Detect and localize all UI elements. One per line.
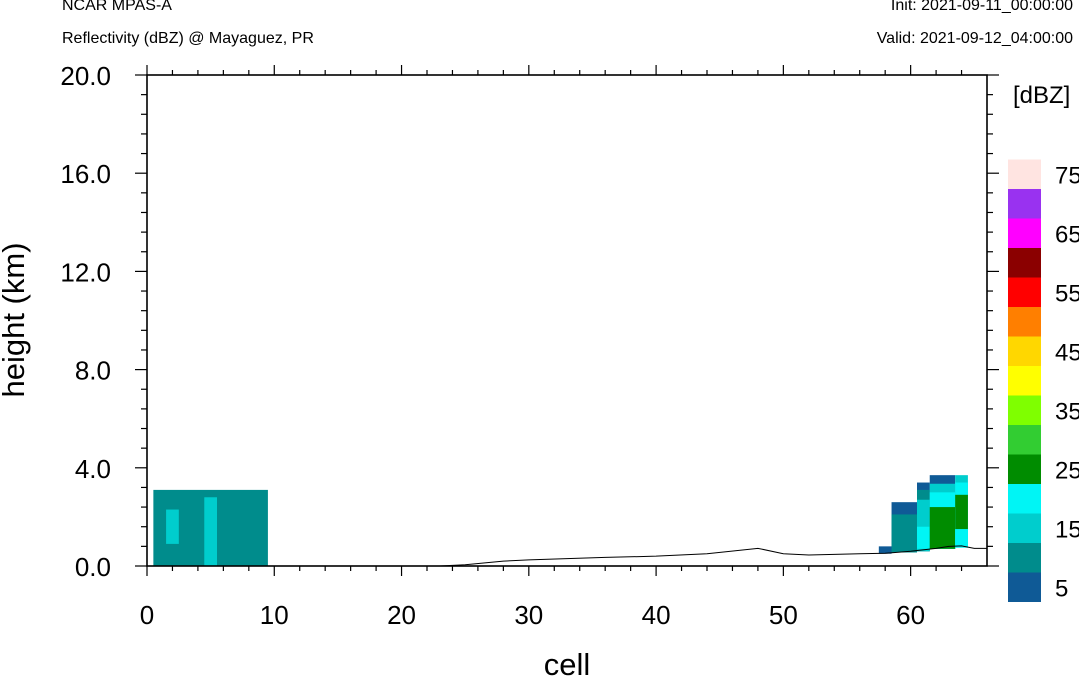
colorbar-swatch	[1008, 395, 1041, 425]
y-axis-label: height (km)	[0, 242, 31, 397]
y-tick-labels: 0.0 4.0 8.0 12.0 16.0 20.0	[60, 61, 111, 582]
colorbar-swatch	[1008, 189, 1041, 219]
x-tick-label: 40	[642, 600, 671, 630]
colorbar-label: 45	[1055, 339, 1079, 366]
colorbar-label: 55	[1055, 280, 1079, 307]
x-tick-label: 60	[896, 600, 925, 630]
valid-time: Valid: 2021-09-12_04:00:00	[876, 30, 1073, 47]
colorbar-swatch	[1008, 425, 1041, 455]
reflectivity-cell	[891, 514, 917, 553]
colorbar-label: 5	[1055, 575, 1068, 602]
y-tick-label: 20.0	[60, 61, 111, 91]
terrain-profile	[147, 545, 987, 567]
colorbar-label: 25	[1055, 457, 1079, 484]
y-tick-label: 8.0	[75, 356, 111, 386]
y-tick-label: 0.0	[75, 552, 111, 582]
plot-frame	[146, 74, 988, 567]
colorbar-label: 65	[1055, 221, 1079, 248]
x-tick-label: 10	[260, 600, 289, 630]
colorbar-swatch	[1008, 248, 1041, 278]
reflectivity-cell	[955, 494, 968, 530]
colorbar	[1008, 159, 1041, 602]
axis-ticks	[135, 65, 999, 576]
colorbar-swatch	[1008, 366, 1041, 396]
reflectivity-cell	[955, 529, 968, 548]
x-tick-label: 50	[769, 600, 798, 630]
colorbar-swatch	[1008, 513, 1041, 543]
colorbar-title: [dBZ]	[1013, 82, 1070, 109]
reflectivity-cells	[153, 475, 968, 566]
chart-subtitle: Reflectivity (dBZ) @ Mayaguez, PR	[62, 30, 314, 47]
reflectivity-cell	[166, 509, 179, 544]
reflectivity-cell	[204, 497, 217, 566]
colorbar-swatch	[1008, 572, 1041, 602]
x-tick-label: 0	[140, 600, 154, 630]
colorbar-swatch	[1008, 307, 1041, 337]
y-tick-label: 16.0	[60, 159, 111, 189]
reflectivity-cell	[929, 507, 956, 549]
colorbar-swatch	[1008, 543, 1041, 573]
reflectivity-cell	[878, 546, 892, 554]
colorbar-label: 15	[1055, 516, 1079, 543]
colorbar-label: 35	[1055, 398, 1079, 425]
colorbar-swatch	[1008, 277, 1041, 307]
colorbar-swatch	[1008, 218, 1041, 248]
reflectivity-cell	[917, 526, 930, 549]
x-tick-labels: 0 10 20 30 40 50 60	[140, 600, 925, 630]
model-title: NCAR MPAS-A	[62, 0, 172, 14]
colorbar-labels: 5 15 25 35 45 55 65 75	[1055, 162, 1079, 602]
x-tick-label: 30	[514, 600, 543, 630]
x-tick-label: 20	[387, 600, 416, 630]
colorbar-swatch	[1008, 159, 1041, 189]
y-tick-label: 12.0	[60, 257, 111, 287]
x-axis-label: cell	[544, 647, 591, 677]
colorbar-swatch	[1008, 336, 1041, 366]
colorbar-label: 75	[1055, 162, 1079, 189]
colorbar-swatch	[1008, 484, 1041, 514]
y-tick-label: 4.0	[75, 454, 111, 484]
init-time: Init: 2021-09-11_00:00:00	[890, 0, 1073, 14]
terrain-line	[147, 545, 987, 567]
colorbar-swatch	[1008, 454, 1041, 484]
